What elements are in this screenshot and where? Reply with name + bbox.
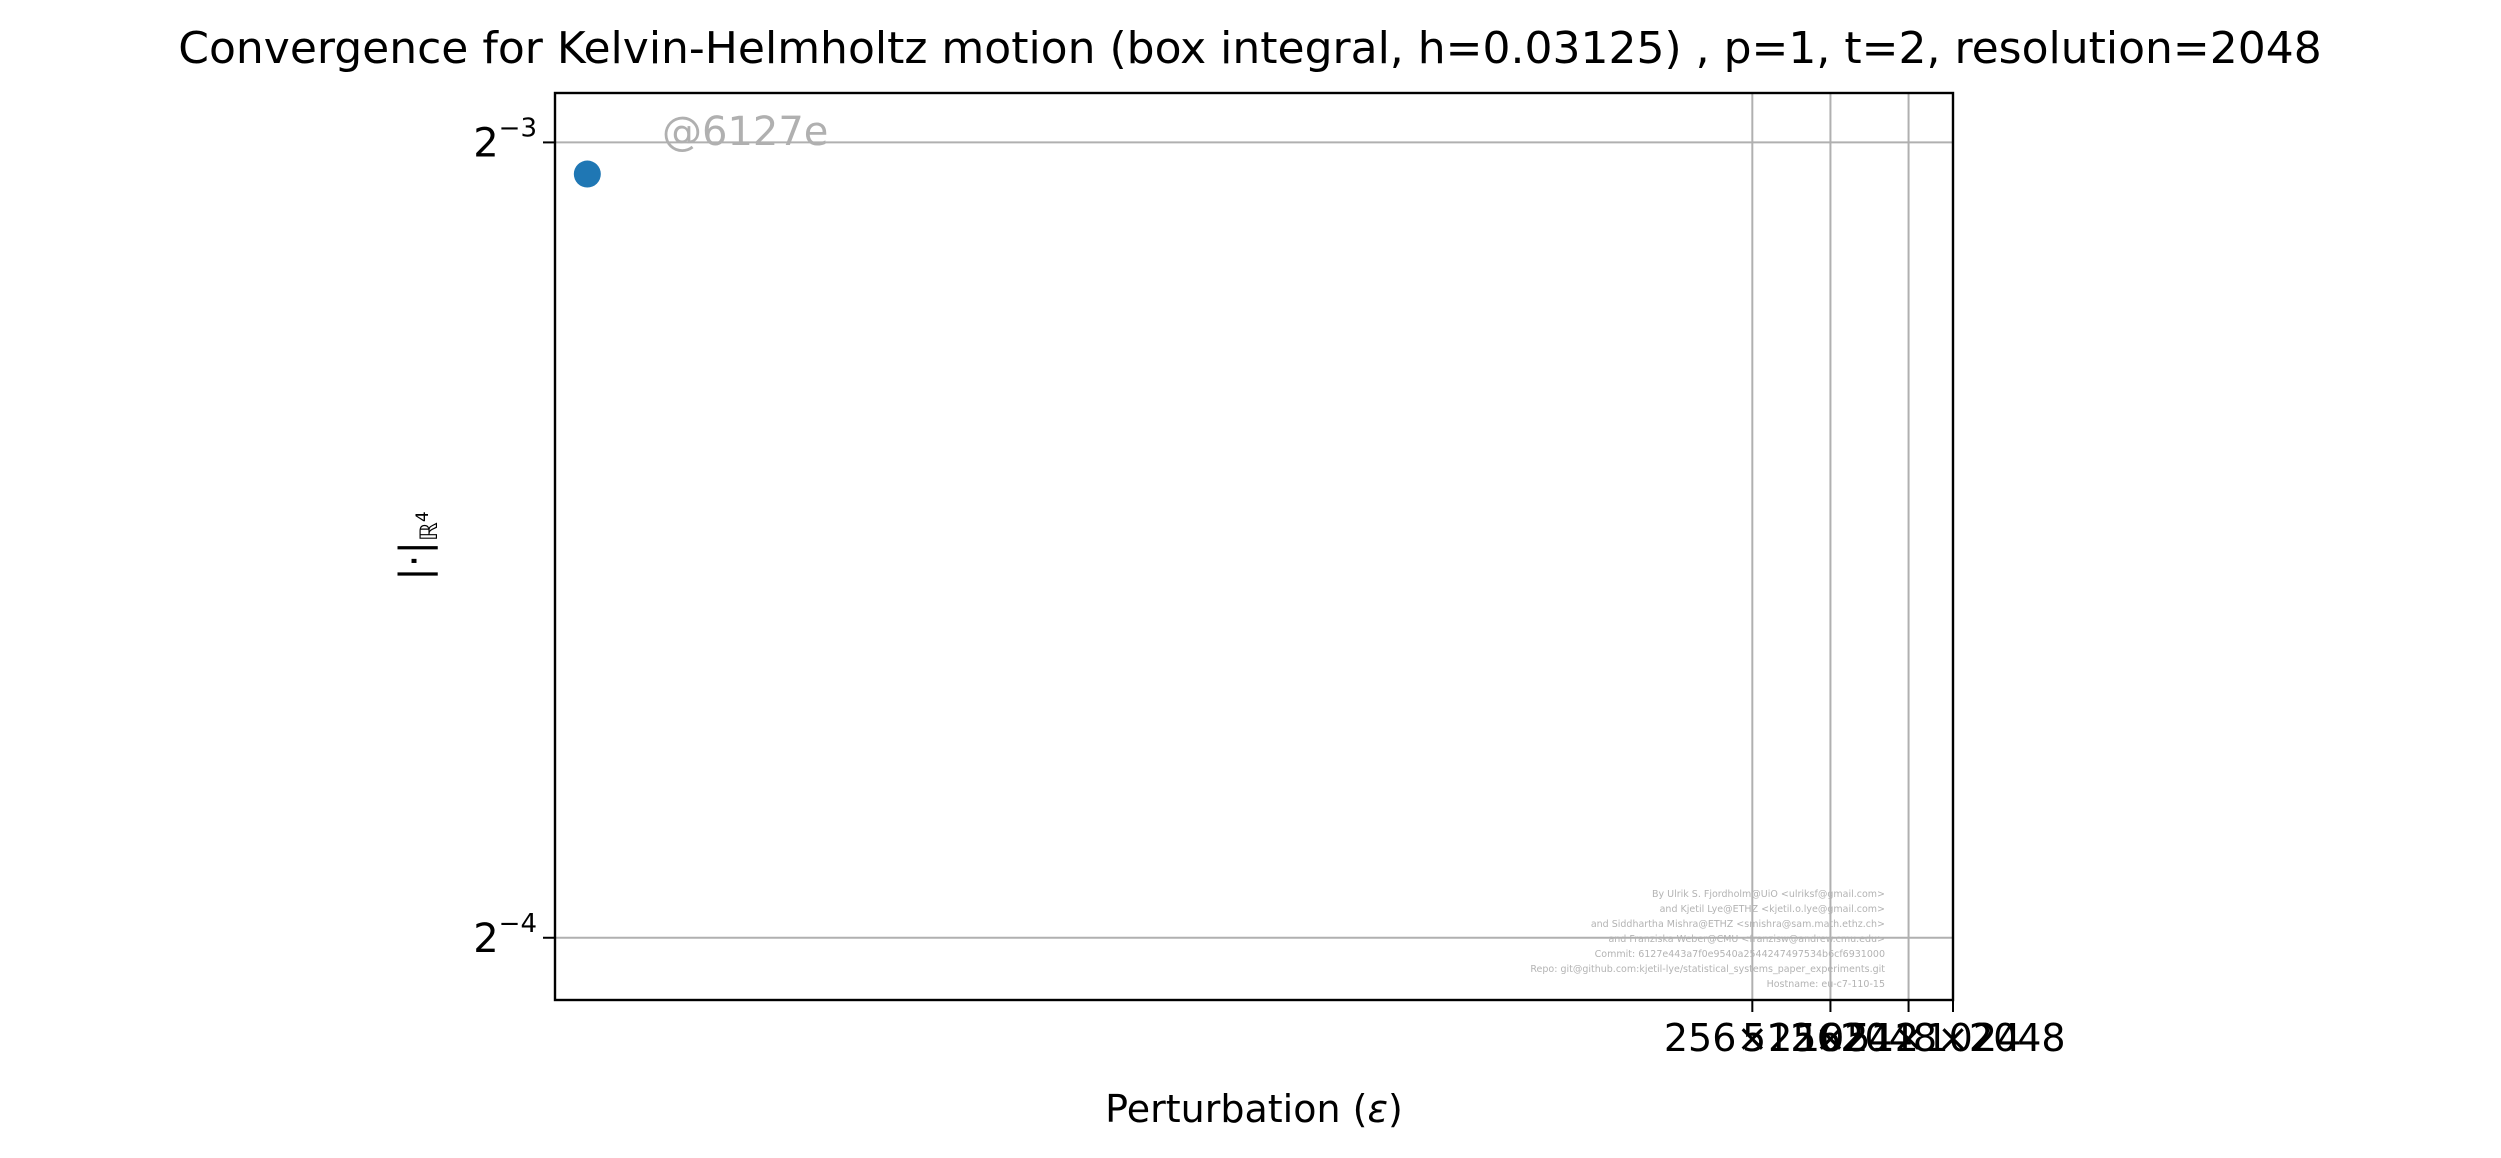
credits-block: By Ulrik S. Fjordholm@UiO <ulriksf@gmail… <box>1530 889 1885 990</box>
chart-title: Convergence for Kelvin-Helmholtz motion … <box>178 23 2321 74</box>
credit-line-1: By Ulrik S. Fjordholm@UiO <ulriksf@gmail… <box>1652 889 1885 900</box>
gridlines <box>555 93 1953 1000</box>
y-axis-ticks: 2−3 2−4 <box>473 113 555 962</box>
credit-line-7: Hostname: eu-c7-110-15 <box>1767 979 1885 990</box>
credit-line-6: Repo: git@github.com:kjetil-lye/statisti… <box>1530 964 1885 975</box>
plot-frame <box>553 91 1955 1002</box>
credit-line-2: and Kjetil Lye@ETHZ <kjetil.o.lye@gmail.… <box>1660 904 1885 915</box>
x-axis-label: Perturbation (ε) <box>1105 1087 1403 1131</box>
x-tick-label: 512×512 <box>1742 1016 1919 1060</box>
credit-line-3: and Siddhartha Mishra@ETHZ <smishra@sam.… <box>1591 919 1885 930</box>
y-tick-label: 2−4 <box>473 909 537 962</box>
version-annotation: @6127e <box>662 109 828 155</box>
data-points <box>573 160 601 188</box>
svg-text:|·|ℝ4: |·|ℝ4 <box>392 511 443 581</box>
x-tick-label: 2048×2048 <box>1840 1016 2065 1060</box>
y-axis-label: |·|ℝ4 <box>392 511 443 581</box>
y-tick-label: 2−3 <box>473 113 537 166</box>
x-tick-label: 256×256 <box>1664 1016 1841 1060</box>
data-point <box>573 160 601 188</box>
credit-line-5: Commit: 6127e443a7f0e9540a2544247497534b… <box>1595 949 1885 960</box>
x-tick-label: 1024×1024 <box>1796 1016 2021 1060</box>
credit-line-4: and Franziska Weber@CMU <franzisw@andrew… <box>1608 934 1885 945</box>
